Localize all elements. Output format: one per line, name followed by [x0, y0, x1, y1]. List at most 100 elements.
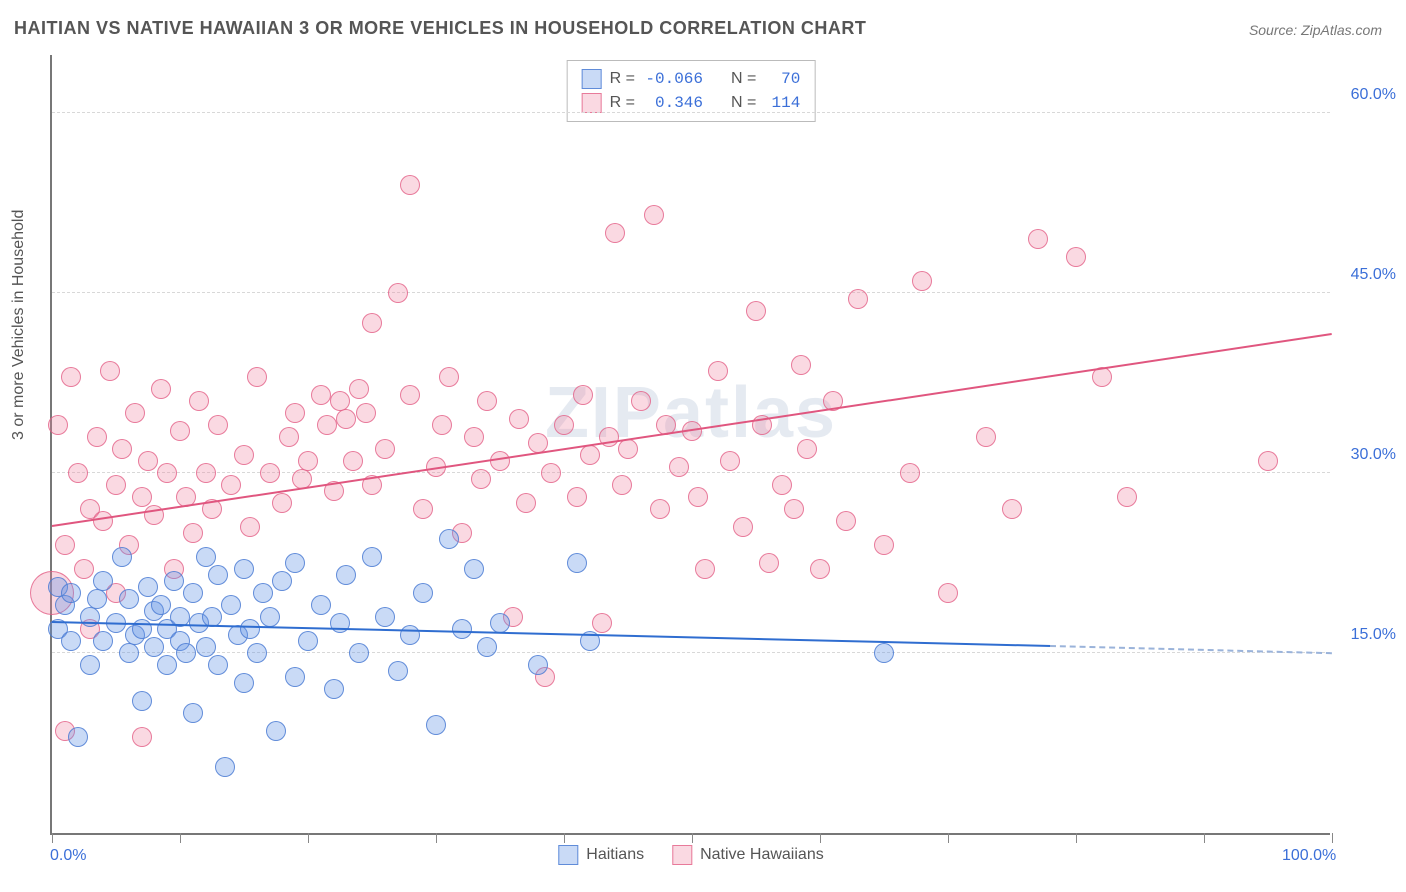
data-point-hawaiian: [317, 415, 337, 435]
data-point-haitian: [874, 643, 894, 663]
data-point-hawaiian: [471, 469, 491, 489]
data-point-haitian: [247, 643, 267, 663]
data-point-haitian: [138, 577, 158, 597]
data-point-hawaiian: [221, 475, 241, 495]
data-point-haitian: [336, 565, 356, 585]
legend-item: Haitians: [558, 845, 644, 865]
y-tick-label: 60.0%: [1351, 86, 1396, 104]
data-point-haitian: [285, 667, 305, 687]
data-point-hawaiian: [189, 391, 209, 411]
legend-label: Native Hawaiians: [700, 846, 824, 864]
data-point-haitian: [144, 637, 164, 657]
x-tick: [180, 833, 181, 843]
x-tick: [52, 833, 53, 843]
data-point-hawaiian: [900, 463, 920, 483]
data-point-hawaiian: [208, 415, 228, 435]
legend-item: Native Hawaiians: [672, 845, 824, 865]
legend-swatch: [582, 69, 602, 89]
data-point-hawaiian: [605, 223, 625, 243]
data-point-hawaiian: [650, 499, 670, 519]
data-point-hawaiian: [100, 361, 120, 381]
data-point-haitian: [80, 655, 100, 675]
data-point-hawaiian: [733, 517, 753, 537]
data-point-haitian: [349, 643, 369, 663]
data-point-hawaiian: [400, 175, 420, 195]
data-point-haitian: [528, 655, 548, 675]
n-label: N =: [731, 94, 756, 112]
n-value: 70: [764, 70, 800, 88]
data-point-haitian: [567, 553, 587, 573]
legend-swatch: [558, 845, 578, 865]
r-value: -0.066: [643, 70, 703, 88]
data-point-hawaiian: [644, 205, 664, 225]
x-tick: [820, 833, 821, 843]
gridline: [52, 292, 1330, 293]
data-point-haitian: [413, 583, 433, 603]
data-point-hawaiian: [874, 535, 894, 555]
data-point-hawaiian: [669, 457, 689, 477]
r-label: R =: [610, 70, 635, 88]
data-point-haitian: [183, 583, 203, 603]
data-point-hawaiian: [592, 613, 612, 633]
x-tick: [1076, 833, 1077, 843]
data-point-haitian: [452, 619, 472, 639]
data-point-hawaiian: [183, 523, 203, 543]
data-point-hawaiian: [285, 403, 305, 423]
data-point-hawaiian: [439, 367, 459, 387]
data-point-haitian: [183, 703, 203, 723]
data-point-haitian: [234, 559, 254, 579]
data-point-hawaiian: [170, 421, 190, 441]
data-point-haitian: [388, 661, 408, 681]
data-point-haitian: [93, 631, 113, 651]
data-point-hawaiian: [349, 379, 369, 399]
data-point-haitian: [61, 631, 81, 651]
data-point-hawaiian: [541, 463, 561, 483]
data-point-hawaiian: [61, 367, 81, 387]
data-point-hawaiian: [55, 535, 75, 555]
stats-row: R =-0.066N =70: [582, 67, 801, 91]
data-point-haitian: [490, 613, 510, 633]
data-point-haitian: [208, 565, 228, 585]
data-point-hawaiian: [74, 559, 94, 579]
data-point-hawaiian: [976, 427, 996, 447]
data-point-hawaiian: [157, 463, 177, 483]
data-point-hawaiian: [580, 445, 600, 465]
data-point-hawaiian: [695, 559, 715, 579]
chart-title: HAITIAN VS NATIVE HAWAIIAN 3 OR MORE VEH…: [14, 18, 866, 39]
data-point-haitian: [164, 571, 184, 591]
data-point-haitian: [285, 553, 305, 573]
data-point-hawaiian: [125, 403, 145, 423]
data-point-hawaiian: [336, 409, 356, 429]
y-axis-label: 3 or more Vehicles in Household: [10, 210, 28, 440]
data-point-hawaiian: [772, 475, 792, 495]
data-point-hawaiian: [1002, 499, 1022, 519]
data-point-hawaiian: [509, 409, 529, 429]
x-tick-label: 0.0%: [50, 847, 86, 865]
data-point-haitian: [93, 571, 113, 591]
x-tick-label: 100.0%: [1282, 847, 1336, 865]
data-point-hawaiian: [573, 385, 593, 405]
data-point-hawaiian: [848, 289, 868, 309]
data-point-hawaiian: [836, 511, 856, 531]
data-point-haitian: [151, 595, 171, 615]
data-point-haitian: [132, 691, 152, 711]
data-point-hawaiian: [388, 283, 408, 303]
data-point-hawaiian: [720, 451, 740, 471]
data-point-haitian: [272, 571, 292, 591]
x-tick: [692, 833, 693, 843]
y-tick-label: 45.0%: [1351, 266, 1396, 284]
data-point-hawaiian: [516, 493, 536, 513]
data-point-hawaiian: [708, 361, 728, 381]
data-point-hawaiian: [797, 439, 817, 459]
x-tick: [948, 833, 949, 843]
data-point-hawaiian: [196, 463, 216, 483]
data-point-hawaiian: [132, 727, 152, 747]
y-tick-label: 30.0%: [1351, 446, 1396, 464]
data-point-haitian: [112, 547, 132, 567]
data-point-haitian: [426, 715, 446, 735]
r-value: 0.346: [643, 94, 703, 112]
data-point-hawaiian: [1258, 451, 1278, 471]
data-point-hawaiian: [759, 553, 779, 573]
n-value: 114: [764, 94, 800, 112]
data-point-hawaiian: [746, 301, 766, 321]
